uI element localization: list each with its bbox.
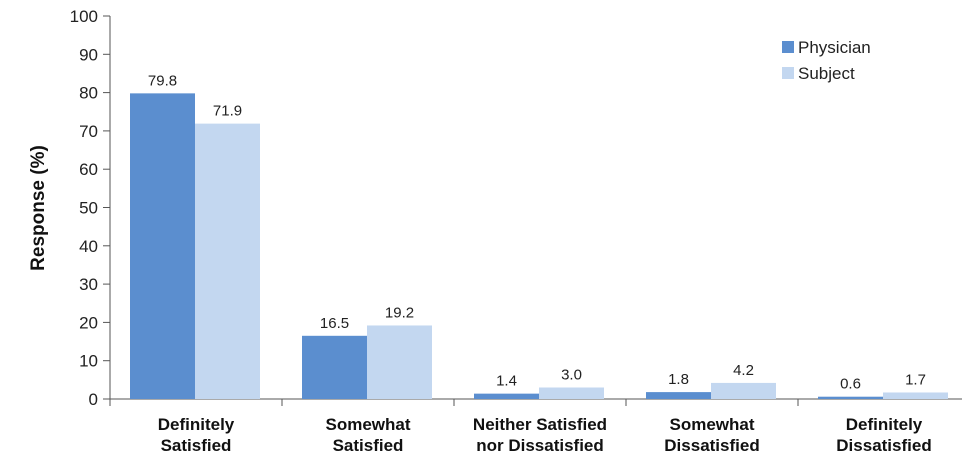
data-label-subject: 4.2 [733, 362, 754, 379]
category-label-line: Somewhat [669, 415, 754, 434]
category-label-line: Neither Satisfied [473, 415, 607, 434]
category-label: Definitely Satisfied [158, 415, 235, 455]
y-axis-title: Response (%) [28, 145, 49, 271]
bar-physician [302, 335, 367, 399]
bar-subject [367, 325, 432, 399]
y-tick-label: 40 [79, 237, 98, 256]
category-label-line: Definitely [158, 415, 235, 434]
category-label-line: Satisfied [333, 436, 404, 455]
bars-group [130, 93, 948, 400]
bar-physician [474, 393, 539, 399]
category-labels-group: Definitely Satisfied Somewhat Satisfied Neit… [158, 415, 932, 455]
y-tick-label: 0 [89, 390, 98, 409]
data-label-physician: 0.6 [840, 376, 861, 393]
data-label-physician: 1.4 [496, 373, 517, 390]
y-tick-label: 60 [79, 160, 98, 179]
y-tick-label: 50 [79, 199, 98, 218]
data-label-subject: 71.9 [213, 103, 242, 120]
legend-swatch-physician [782, 41, 794, 53]
category-label-line: Dissatisfied [664, 436, 759, 455]
legend: Physician Subject [782, 38, 871, 83]
bar-physician [130, 93, 195, 399]
data-label-physician: 79.8 [148, 72, 177, 89]
data-label-subject: 19.2 [385, 304, 414, 321]
legend-label-physician: Physician [798, 38, 871, 57]
y-tick-label: 100 [70, 7, 98, 26]
category-label-line: Definitely [846, 415, 923, 434]
legend-label-subject: Subject [798, 64, 855, 83]
y-tick-label: 10 [79, 352, 98, 371]
bar-physician [818, 396, 883, 399]
data-label-subject: 1.7 [905, 371, 926, 388]
data-labels-group: 79.8 71.9 16.5 19.2 1.4 3.0 1.8 4.2 0.6 1.7 [148, 72, 926, 392]
bar-subject [883, 392, 948, 399]
category-label: Neither Satisfied nor Dissatisfied [473, 415, 607, 455]
y-tick-label: 90 [79, 45, 98, 64]
bar-subject [195, 123, 260, 400]
category-label: Definitely Dissatisfied [836, 415, 931, 455]
y-tick-label: 70 [79, 122, 98, 141]
legend-swatch-subject [782, 67, 794, 79]
bar-subject [539, 387, 604, 399]
y-tick-label: 80 [79, 84, 98, 103]
bar-physician [646, 392, 711, 399]
category-label-line: Dissatisfied [836, 436, 931, 455]
data-label-subject: 3.0 [561, 367, 582, 384]
data-label-physician: 1.8 [668, 371, 689, 388]
y-axis: 0 10 20 30 40 50 60 70 80 90 100 [70, 7, 111, 409]
data-label-physician: 16.5 [320, 315, 349, 332]
category-label-line: nor Dissatisfied [476, 436, 604, 455]
category-label-line: Satisfied [161, 436, 232, 455]
x-axis [109, 398, 962, 406]
y-tick-label: 30 [79, 275, 98, 294]
category-label: Somewhat Satisfied [325, 415, 410, 455]
category-label: Somewhat Dissatisfied [664, 415, 759, 455]
y-tick-label: 20 [79, 313, 98, 332]
bar-subject [711, 382, 776, 399]
category-label-line: Somewhat [325, 415, 410, 434]
